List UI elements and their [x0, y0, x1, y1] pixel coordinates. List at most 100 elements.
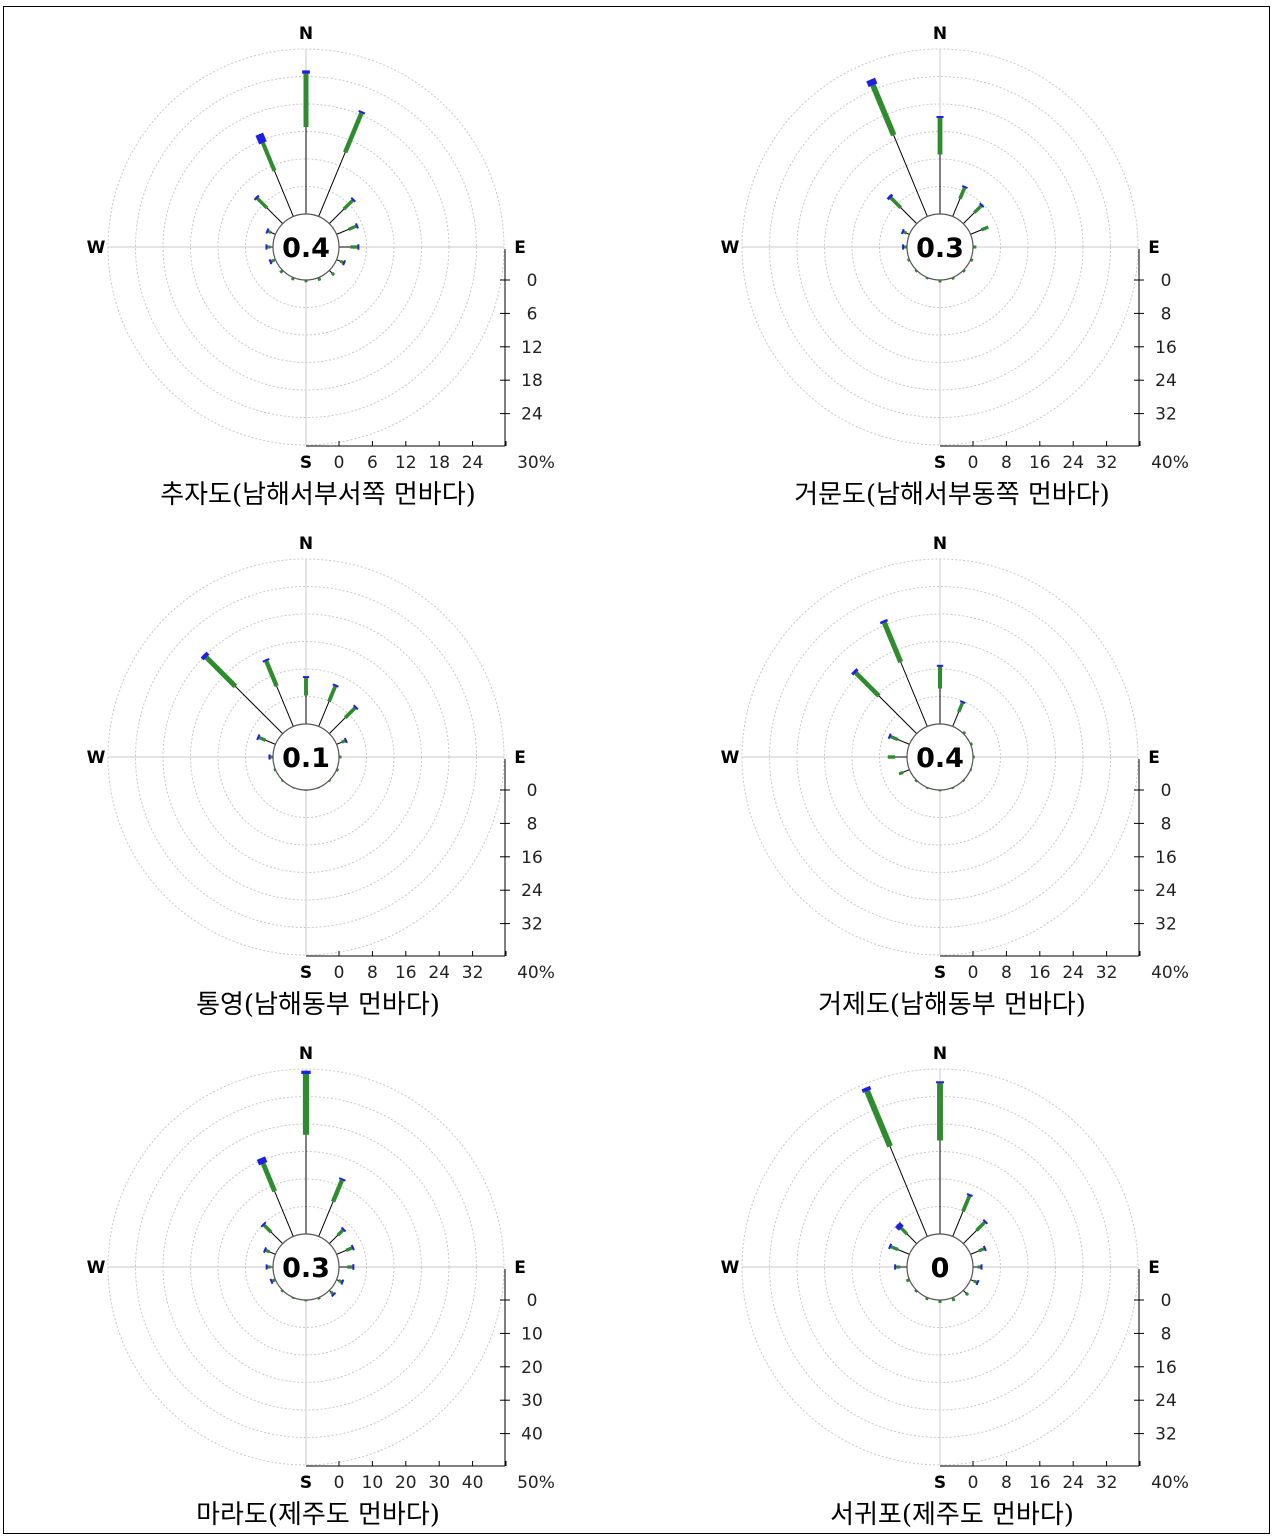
- wind-bar-high: [331, 1292, 337, 1298]
- compass-s-label: S: [300, 963, 312, 983]
- wind-bar-low: [271, 1278, 276, 1283]
- windrose-panel: N E W S 0 0 8 8 16 16 24 24 32 32 40% 0.3 거문도(남해서부동쪽 먼바다…: [634, 0, 1270, 510]
- scale-tick-label: 40%: [1151, 963, 1189, 983]
- scale-tick-label: 0: [334, 963, 345, 983]
- wind-bar-low: [870, 84, 897, 137]
- scale-tick-label: 40%: [1151, 1473, 1189, 1493]
- wind-bar-low: [975, 1221, 986, 1232]
- wind-bar-low: [265, 1248, 271, 1254]
- windrose-caption: 통영(남해동부 먼바다): [196, 990, 440, 1020]
- wind-bar-high: [265, 228, 270, 234]
- compass-w-label: W: [721, 748, 740, 768]
- compass-s-label: S: [934, 1473, 946, 1493]
- wind-bar-low: [890, 1245, 899, 1252]
- wind-bar-low: [342, 199, 354, 211]
- wind-bar-high: [260, 1221, 267, 1228]
- calm-value: 0: [931, 1253, 950, 1284]
- scale-tick-label: 16: [1029, 963, 1051, 983]
- wind-bar-high: [354, 223, 359, 229]
- calm-circle: [906, 213, 974, 281]
- compass-n-label: N: [933, 24, 947, 44]
- wind-bar-high: [358, 109, 366, 115]
- windrose-panel: N E W S 0 0 10 10 20 20 30 30 40 40 50% 0.3 마라도(제주도 먼바다): [0, 1020, 636, 1530]
- compass-s-label: S: [934, 963, 946, 983]
- compass-w-label: W: [721, 1258, 740, 1278]
- wind-bar-high: [268, 258, 273, 265]
- scale-tick-label: 40%: [1151, 453, 1189, 473]
- scale-tick-label: 24: [1062, 1473, 1084, 1493]
- wind-bar-low: [343, 112, 364, 154]
- windrose-panel: N E W S 0 0 8 8 16 16 24 24 32 32 40% 0.1 통영(남해동부 먼바다): [0, 510, 636, 1020]
- wind-bar-low: [889, 734, 899, 742]
- compass-n-label: N: [933, 534, 947, 554]
- scale-tick-label: 0: [1161, 781, 1172, 801]
- windrose-panel: N E W S 0 0 8 8 16 16 24 24 32 32 40% 0.4 거제도(남해동부 먼바다): [634, 510, 1270, 1020]
- compass-n-label: N: [299, 534, 313, 554]
- calm-value: 0.3: [282, 1253, 330, 1284]
- compass-e-label: E: [514, 238, 526, 258]
- wind-bar-low: [903, 230, 908, 235]
- windrose-caption: 거제도(남해동부 먼바다): [818, 990, 1086, 1020]
- scale-tick-label: 0: [527, 1291, 538, 1311]
- scale-tick-label: 30: [428, 1473, 450, 1493]
- scale-tick-label: 8: [527, 814, 538, 834]
- scale-tick-label: 24: [521, 881, 543, 901]
- scale-tick-label: 8: [1161, 814, 1172, 834]
- wind-bar-high: [879, 618, 889, 625]
- wind-bar-low: [961, 1195, 972, 1213]
- wind-bar-low: [898, 770, 904, 776]
- calm-circle: [906, 723, 974, 791]
- scale-tick-label: 40%: [517, 963, 555, 983]
- scale-tick-label: 30: [521, 1391, 543, 1411]
- compass-w-label: W: [721, 238, 740, 258]
- wind-bar-high: [343, 737, 348, 744]
- scale-tick-label: 8: [1001, 453, 1012, 473]
- wind-bar-high: [959, 700, 966, 705]
- wind-bar-low: [204, 655, 238, 689]
- wind-bar-high: [888, 1243, 893, 1250]
- wind-bar-low: [864, 1089, 893, 1148]
- wind-bar-high: [255, 132, 267, 145]
- scale-tick-label: 16: [395, 963, 417, 983]
- wind-bar-high: [350, 197, 356, 203]
- scale-tick-label: 0: [1161, 1291, 1172, 1311]
- scale-tick-label: 24: [1155, 881, 1177, 901]
- scale-tick-label: 16: [1155, 848, 1177, 868]
- wind-bar-low: [341, 739, 346, 744]
- wind-bar-high: [961, 185, 968, 190]
- scale-tick-label: 0: [1161, 271, 1172, 291]
- compass-e-label: E: [1148, 748, 1160, 768]
- wind-bar-high: [979, 202, 985, 208]
- wind-bar-high: [966, 1193, 973, 1198]
- wind-bar-low: [279, 269, 284, 274]
- windrose-caption: 마라도(제주도 먼바다): [196, 1500, 440, 1530]
- scale-tick-label: 8: [367, 963, 378, 983]
- compass-n-label: N: [299, 1044, 313, 1064]
- wind-bar-low: [267, 229, 272, 234]
- wind-bar-low: [978, 1247, 985, 1253]
- scale-tick-label: 24: [1062, 453, 1084, 473]
- windrose-chart: N E W S 0 0 6 6 12 12 18 18 24 24 30% 0.4: [87, 24, 555, 473]
- scale-tick-label: 32: [1155, 1425, 1177, 1445]
- windrose-panel: N E W S 0 0 6 6 12 12 18 18 24 24 30% 0.4 추자도(남해서부서쪽 먼바다…: [0, 0, 636, 510]
- wind-bar-low: [256, 197, 269, 210]
- scale-tick-label: 24: [1062, 963, 1084, 983]
- wind-bar-high: [975, 1279, 980, 1286]
- wind-bar-low: [339, 259, 344, 264]
- wind-bar-low: [329, 1290, 334, 1295]
- scale-tick-label: 0: [968, 963, 979, 983]
- wind-bar-high: [256, 1156, 268, 1166]
- scale-tick-label: 40: [521, 1425, 543, 1445]
- windrose-caption: 거문도(남해서부동쪽 먼바다): [794, 480, 1110, 510]
- calm-value: 0.1: [282, 743, 330, 774]
- scale-tick-label: 32: [462, 963, 484, 983]
- scale-tick-label: 32: [521, 915, 543, 935]
- wind-bar-low: [347, 224, 357, 231]
- scale-tick-label: 8: [1161, 1324, 1172, 1344]
- wind-bar-low: [330, 271, 336, 277]
- scale-tick-label: 40: [462, 1473, 484, 1493]
- windrose-chart: N E W S 0 0 10 10 20 20 30 30 40 40 50% 0.3: [87, 1044, 555, 1493]
- scale-tick-label: 8: [1001, 1473, 1012, 1493]
- figure-frame: [3, 6, 1270, 1534]
- scale-tick-label: 12: [395, 453, 417, 473]
